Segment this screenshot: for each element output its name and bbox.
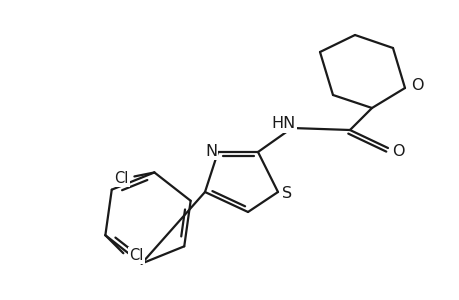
Text: O: O <box>391 145 403 160</box>
Text: Cl: Cl <box>114 171 129 186</box>
Text: N: N <box>205 143 217 158</box>
Text: S: S <box>281 187 291 202</box>
Text: O: O <box>410 79 422 94</box>
Text: Cl: Cl <box>129 248 143 263</box>
Text: HN: HN <box>271 116 296 131</box>
